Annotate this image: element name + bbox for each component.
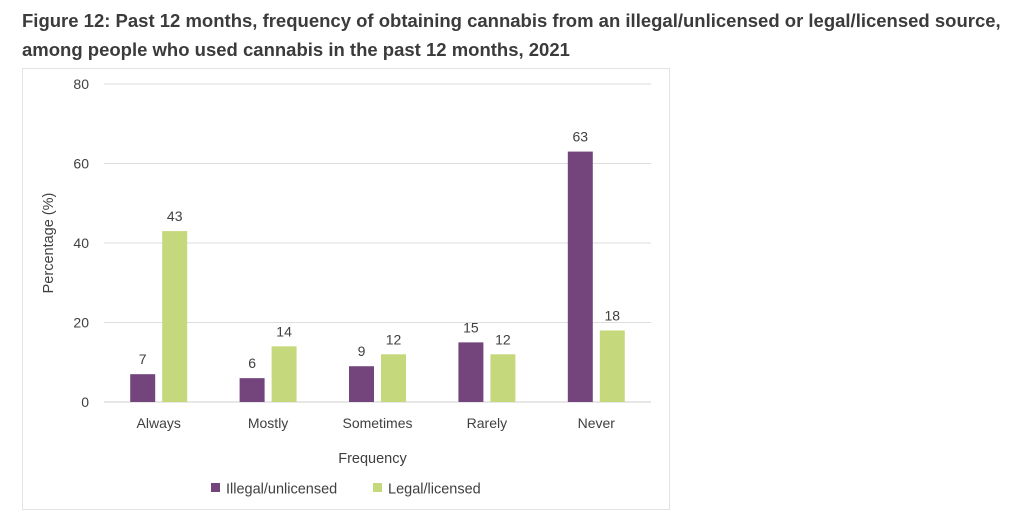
- legend-swatch: [373, 483, 382, 492]
- data-label: 14: [276, 323, 292, 339]
- data-label: 15: [463, 319, 479, 335]
- bar: [239, 378, 265, 402]
- figure-title-line-2: among people who used cannabis in the pa…: [22, 39, 570, 60]
- y-tick-label: 80: [73, 76, 89, 92]
- chart-frame: [22, 68, 670, 510]
- data-label: 9: [358, 343, 366, 359]
- bar: [599, 330, 625, 402]
- y-axis-title: Percentage (%): [41, 193, 57, 294]
- x-tick-label: Sometimes: [342, 415, 412, 431]
- bar: [458, 342, 484, 402]
- y-axis-ticks: 0 20 40 60 80: [73, 76, 89, 410]
- x-tick-label: Rarely: [467, 415, 507, 431]
- figure-title-line-1: Figure 12: Past 12 months, frequency of …: [22, 10, 1001, 31]
- y-tick-label: 40: [73, 235, 89, 251]
- legend-label: Legal/licensed: [388, 482, 481, 498]
- data-labels: 7 43 6 14 9 12 15 12 63 18: [139, 129, 620, 372]
- y-tick-label: 20: [73, 315, 89, 331]
- data-label: 7: [139, 351, 147, 367]
- data-label: 63: [573, 129, 589, 145]
- x-axis-ticks: Always Mostly Sometimes Rarely Never: [137, 415, 616, 431]
- bar: [490, 354, 516, 402]
- data-label: 43: [167, 208, 183, 224]
- bar: [349, 366, 374, 402]
- bar: [567, 151, 593, 402]
- bar: [381, 354, 406, 402]
- data-label: 6: [248, 355, 256, 371]
- bars: [130, 151, 625, 402]
- x-tick-label: Never: [578, 415, 616, 431]
- x-axis-title: Frequency: [338, 451, 407, 467]
- x-tick-label: Always: [137, 415, 181, 431]
- y-tick-label: 0: [81, 394, 89, 410]
- gridlines: [104, 83, 651, 403]
- legend: Illegal/unlicensed Legal/licensed: [211, 482, 481, 498]
- data-label: 12: [495, 331, 511, 347]
- y-tick-label: 60: [73, 156, 89, 172]
- bar: [130, 374, 156, 402]
- data-label: 12: [386, 331, 402, 347]
- figure-title: Figure 12: Past 12 months, frequency of …: [22, 6, 1012, 64]
- data-label: 18: [605, 307, 621, 323]
- bar: [271, 346, 297, 402]
- bar: [162, 231, 188, 402]
- x-tick-label: Mostly: [248, 415, 288, 431]
- legend-swatch: [211, 483, 220, 492]
- legend-label: Illegal/unlicensed: [226, 482, 337, 498]
